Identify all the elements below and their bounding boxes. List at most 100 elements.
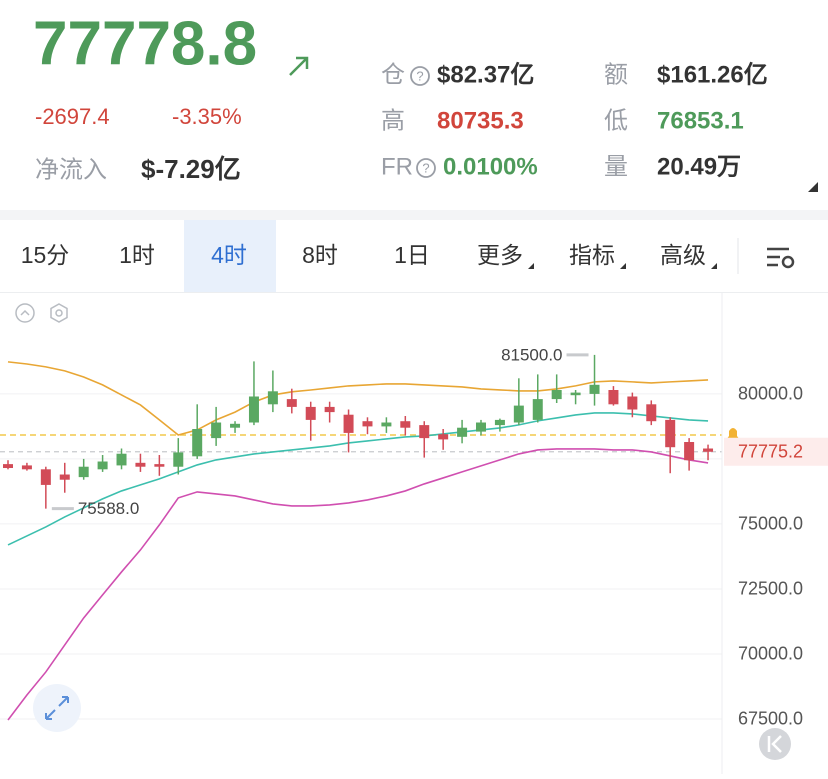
indicator-line xyxy=(7,448,709,721)
tab[interactable]: 更多 xyxy=(477,242,523,268)
candle-body xyxy=(230,423,241,428)
change: -2697.4 xyxy=(35,104,110,129)
tab-bar: 15分 1时 4时 8时 1日 更多 指标 高级 xyxy=(21,220,717,292)
candle-body xyxy=(116,453,127,466)
y-tick-label: 80000.0 xyxy=(738,384,803,404)
candle-body xyxy=(400,421,411,428)
collapse-icon[interactable] xyxy=(15,303,35,323)
tab[interactable]: 8时 xyxy=(302,242,338,268)
price: 77778.8 xyxy=(33,9,257,78)
net-flow-label: 净流入 xyxy=(35,156,107,183)
candle-body xyxy=(646,404,657,422)
candle-body xyxy=(286,399,297,407)
dropdown-caret xyxy=(528,263,534,269)
stat-value: 0.0100% xyxy=(443,153,538,180)
active-tab-bg xyxy=(184,220,276,292)
chart: 80000.077500.075000.072500.070000.067500… xyxy=(0,345,828,729)
candle-body xyxy=(665,419,676,448)
indicator-settings-icon[interactable] xyxy=(50,303,68,323)
dropdown-caret xyxy=(620,263,626,269)
collapse-chevron xyxy=(20,309,30,316)
indicator-line xyxy=(7,361,709,436)
tab[interactable]: 1时 xyxy=(119,242,155,268)
net-flow: $-7.29亿 xyxy=(141,154,241,184)
stat-value: 76853.1 xyxy=(657,107,744,134)
stat-label: FR xyxy=(381,153,413,180)
candle-body xyxy=(551,390,562,400)
candle-body xyxy=(494,419,505,426)
candle-body xyxy=(211,422,222,439)
last-price-label: 77775.2 xyxy=(738,442,803,462)
fullscreen-icon xyxy=(45,696,69,720)
candle-body xyxy=(419,425,430,439)
candle-body xyxy=(78,466,89,478)
candle-body xyxy=(59,474,70,480)
y-tick-label: 72500.0 xyxy=(738,579,803,599)
y-tick-label: 75000.0 xyxy=(738,514,803,534)
high-marker-label: 81500.0 xyxy=(501,345,562,364)
y-tick-label: 67500.0 xyxy=(738,709,803,729)
tab[interactable]: 15分 xyxy=(21,242,70,268)
candle-body xyxy=(589,384,600,394)
stat-value: 80735.3 xyxy=(437,107,524,134)
candle-body xyxy=(608,390,619,405)
last-price-tag xyxy=(724,437,828,466)
candle-body xyxy=(703,448,714,452)
candle-body xyxy=(21,465,32,470)
candle-body xyxy=(154,464,165,467)
tab[interactable]: 高级 xyxy=(660,242,706,268)
stat-value: 20.49万 xyxy=(657,153,741,180)
tab[interactable]: 1日 xyxy=(394,242,430,268)
candle-body xyxy=(192,429,203,457)
stat-label: 额 xyxy=(604,61,628,88)
info-icon-mark: ? xyxy=(422,160,429,175)
tab[interactable]: 4时 xyxy=(211,242,247,268)
info-icon[interactable] xyxy=(410,66,430,86)
change-pct: -3.35% xyxy=(172,104,242,129)
info-icon[interactable] xyxy=(416,158,436,178)
indicator-line xyxy=(7,412,709,546)
y-tick-label: 70000.0 xyxy=(738,644,803,664)
candle-body xyxy=(381,422,392,427)
candle-body xyxy=(3,464,13,469)
candle-body xyxy=(627,396,638,410)
candle-body xyxy=(343,414,354,433)
stat-value: $82.37亿 xyxy=(437,61,534,88)
indicator-settings-dot xyxy=(55,309,63,317)
candle-body xyxy=(305,406,316,420)
stats: 仓 ? $82.37亿 额 $161.26亿 高 80735.3 低 76853… xyxy=(381,61,768,180)
tab[interactable]: 指标 xyxy=(569,242,615,268)
candle-body xyxy=(513,405,524,423)
scroll-latest-icon xyxy=(767,735,782,753)
stat-label: 低 xyxy=(604,107,628,134)
stat-value: $161.26亿 xyxy=(657,61,768,88)
candle-body xyxy=(457,427,468,437)
settings-icon[interactable] xyxy=(767,247,795,269)
dropdown-caret xyxy=(711,263,717,269)
info-icon-mark: ? xyxy=(416,68,423,83)
candle-body xyxy=(362,421,373,427)
scroll-latest-button[interactable] xyxy=(759,728,791,760)
expand-corner[interactable] xyxy=(808,182,818,192)
candle-body xyxy=(97,461,108,470)
up-arrow xyxy=(289,56,309,76)
candle-body xyxy=(476,422,486,432)
candle-body xyxy=(267,391,278,405)
candle-body xyxy=(40,469,51,485)
candle-body xyxy=(248,396,259,423)
stat-label: 量 xyxy=(604,153,628,180)
candle-body xyxy=(438,434,449,440)
separator xyxy=(0,210,828,220)
stat-label: 高 xyxy=(381,107,405,134)
candle-body xyxy=(684,442,695,461)
candle-body xyxy=(324,406,335,413)
candle-body xyxy=(135,462,146,467)
alert-bell xyxy=(726,427,740,440)
candle-body xyxy=(173,452,184,467)
fullscreen-button[interactable] xyxy=(33,684,81,732)
candle-body xyxy=(532,399,543,420)
candle-body xyxy=(570,392,581,396)
